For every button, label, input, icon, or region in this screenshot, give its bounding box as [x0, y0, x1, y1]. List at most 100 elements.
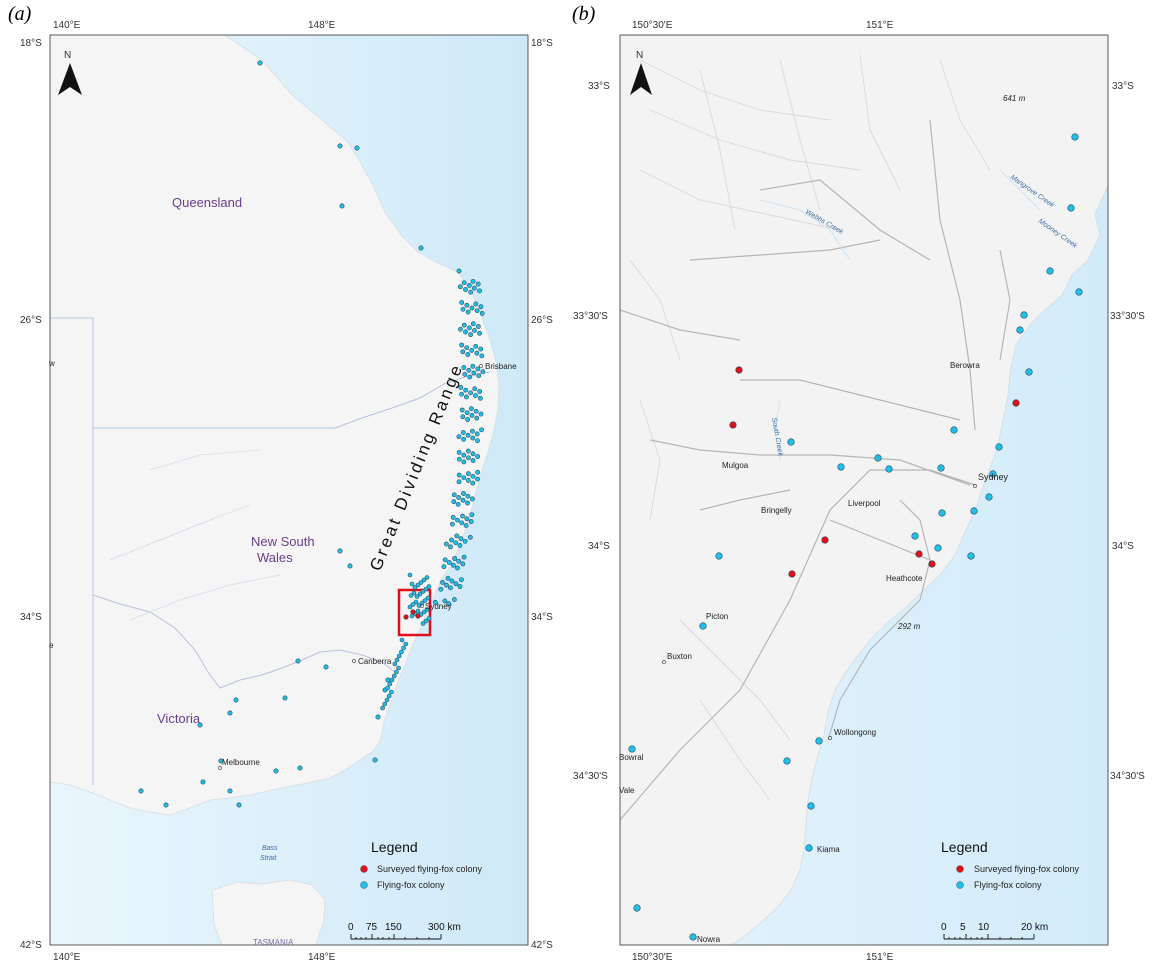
colony-marker: [424, 607, 430, 612]
colony-marker: [453, 581, 459, 587]
colony-marker: [474, 431, 480, 437]
colony-marker: [227, 710, 233, 716]
tick-b-right-0: 33°S: [1112, 81, 1134, 92]
colony-marker: [425, 595, 431, 601]
colony-marker: [475, 281, 481, 287]
colony-marker: [970, 507, 978, 515]
colony-marker: [689, 933, 697, 941]
legend-b-title: Legend: [941, 839, 988, 855]
colony-marker: [138, 788, 144, 794]
colony-marker: [410, 602, 416, 607]
colony-marker: [450, 562, 456, 568]
place-bringelly: Bringelly: [761, 506, 792, 515]
colony-marker: [633, 904, 641, 912]
place-mulgoa: Mulgoa: [722, 461, 749, 470]
colony-marker: [455, 517, 460, 523]
colony-marker: [471, 370, 477, 376]
colony-marker: [874, 454, 882, 462]
colony-marker: [468, 332, 474, 338]
colony-marker: [389, 689, 394, 695]
colony-marker: [461, 554, 467, 560]
colony-marker: [420, 621, 426, 626]
colony-marker: [407, 572, 413, 578]
colony-marker: [470, 428, 475, 434]
panel-a-tasmania: [211, 879, 326, 945]
colony-marker: [456, 479, 462, 485]
colony-marker: [295, 658, 301, 664]
colony-marker: [470, 480, 476, 486]
colony-marker: [227, 788, 233, 794]
colony-marker: [403, 641, 409, 647]
colony-marker: [440, 580, 445, 585]
tick-b-left-1: 33°30'S: [573, 311, 608, 322]
colony-marker: [372, 757, 378, 763]
colony-marker: [456, 434, 462, 440]
colony-marker: [460, 349, 466, 355]
north-a-label: N: [64, 50, 71, 61]
colony-marker: [443, 541, 449, 547]
colony-marker: [461, 459, 467, 465]
colony-marker: [477, 330, 482, 336]
place-elev2: 292 m: [897, 622, 921, 631]
colony-marker: [470, 451, 476, 457]
colony-marker: [989, 470, 997, 478]
tick-a-bot-0: 140°E: [53, 952, 81, 963]
colony-marker: [339, 203, 345, 209]
legend-b-colony: Flying-fox colony: [974, 880, 1042, 890]
colony-marker: [479, 427, 484, 433]
colony-marker: [473, 301, 479, 307]
colony-marker: [409, 581, 415, 587]
colony-marker: [464, 394, 469, 400]
tick-a-top-1: 148°E: [308, 20, 336, 31]
panel-a-colonies: [138, 60, 486, 808]
place-canberra: Canberra: [358, 657, 392, 666]
colony-marker: [470, 321, 476, 327]
place-picton: Picton: [706, 612, 728, 621]
colony-marker: [459, 342, 465, 348]
colony-marker: [396, 653, 402, 659]
colony-marker: [392, 661, 398, 667]
state-queensland: Queensland: [172, 195, 242, 210]
colony-marker: [805, 844, 813, 852]
panel-b-label: (b): [572, 3, 596, 25]
colony-marker: [470, 363, 476, 369]
colony-marker: [458, 536, 464, 542]
place-edge-e: e: [49, 641, 54, 650]
tick-b-left-3: 34°30'S: [573, 771, 608, 782]
tick-b-bot-0: 150°30'E: [632, 952, 673, 963]
colony-marker: [450, 521, 455, 527]
tick-b-right-3: 34°30'S: [1110, 771, 1145, 782]
colony-marker: [807, 802, 815, 810]
colony-marker: [469, 305, 475, 311]
colony-marker: [466, 283, 472, 288]
colony-marker: [401, 645, 406, 651]
colony-marker: [457, 543, 463, 548]
colony-marker: [467, 374, 473, 380]
colony-marker: [337, 143, 343, 149]
colony-marker: [418, 580, 424, 585]
panel-b: (b) 150°30'E 151°E 150°30'E 151°E 33°S 3…: [572, 3, 1145, 963]
tick-a-right-1: 26°S: [531, 315, 553, 326]
colony-marker: [469, 512, 475, 518]
colony-marker: [461, 475, 467, 481]
scale-b-2: 10: [978, 922, 990, 933]
colony-marker: [426, 584, 432, 589]
colony-marker: [384, 697, 390, 703]
colony-marker: [419, 600, 425, 606]
panel-a-state-borders: [50, 317, 491, 785]
surveyed-colony-marker: [788, 570, 796, 578]
colony-marker: [469, 413, 475, 418]
colony-marker: [394, 669, 399, 675]
colony-marker: [421, 609, 427, 615]
panel-b-north-arrow: N: [630, 50, 652, 95]
colony-marker: [466, 367, 472, 373]
tick-b-top-0: 150°30'E: [632, 20, 673, 31]
colony-marker: [461, 365, 467, 370]
colony-marker: [1025, 368, 1033, 376]
colony-marker: [415, 582, 421, 588]
tick-a-top-0: 140°E: [53, 20, 81, 31]
colony-marker: [468, 519, 474, 524]
surveyed-colony-marker: [1012, 399, 1020, 407]
colony-marker: [451, 499, 457, 505]
colony-marker: [200, 779, 206, 785]
